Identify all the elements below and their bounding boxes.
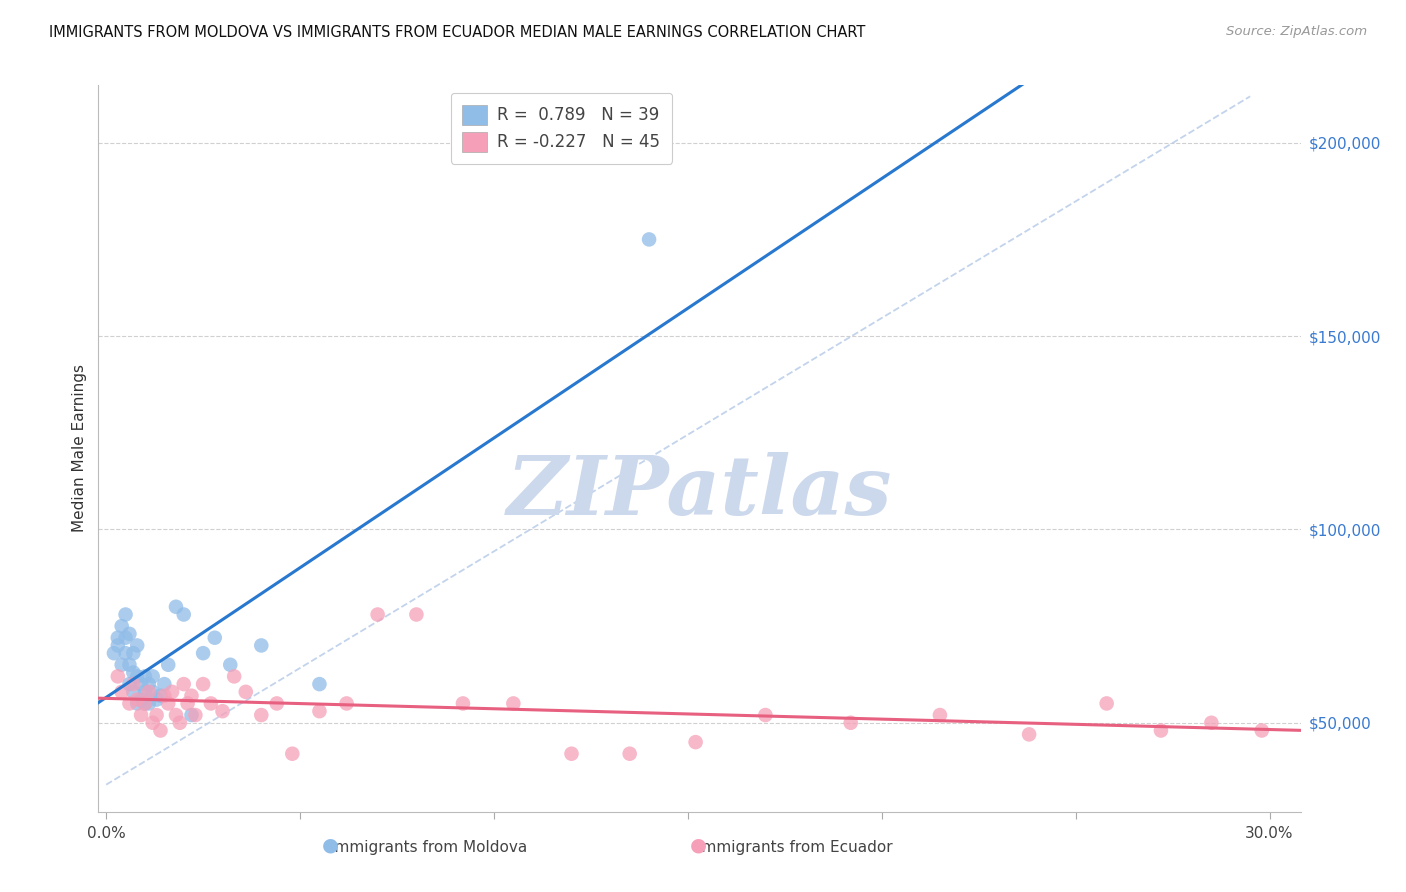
Point bbox=[405, 607, 427, 622]
Point bbox=[219, 657, 242, 672]
Point bbox=[138, 677, 160, 691]
Point bbox=[165, 599, 187, 614]
Point bbox=[754, 708, 776, 723]
Point bbox=[149, 689, 172, 703]
Point bbox=[142, 669, 165, 683]
Point bbox=[114, 607, 136, 622]
Text: IMMIGRANTS FROM MOLDOVA VS IMMIGRANTS FROM ECUADOR MEDIAN MALE EARNINGS CORRELAT: IMMIGRANTS FROM MOLDOVA VS IMMIGRANTS FR… bbox=[49, 25, 866, 40]
Point bbox=[336, 697, 359, 711]
Point bbox=[149, 723, 172, 738]
Point bbox=[1018, 727, 1040, 741]
Point bbox=[134, 685, 156, 699]
Point bbox=[107, 639, 129, 653]
Point bbox=[111, 657, 134, 672]
Point bbox=[127, 692, 149, 706]
Point bbox=[173, 607, 195, 622]
Point bbox=[308, 677, 330, 691]
Point bbox=[122, 685, 145, 699]
Point bbox=[619, 747, 641, 761]
Y-axis label: Median Male Earnings: Median Male Earnings bbox=[72, 364, 87, 533]
Point bbox=[153, 677, 176, 691]
Point bbox=[118, 677, 141, 691]
Point bbox=[142, 715, 165, 730]
Point bbox=[191, 646, 214, 660]
Text: Immigrants from Moldova: Immigrants from Moldova bbox=[330, 839, 527, 855]
Point bbox=[129, 692, 152, 706]
Point bbox=[560, 747, 582, 761]
Point bbox=[153, 689, 176, 703]
Point bbox=[134, 669, 156, 683]
Point bbox=[103, 646, 125, 660]
Point bbox=[367, 607, 389, 622]
Point bbox=[127, 697, 149, 711]
Point bbox=[176, 697, 198, 711]
Text: Source: ZipAtlas.com: Source: ZipAtlas.com bbox=[1226, 25, 1367, 38]
Point bbox=[114, 646, 136, 660]
Point bbox=[211, 704, 233, 718]
Point bbox=[129, 677, 152, 691]
Point bbox=[142, 685, 165, 699]
Point bbox=[165, 708, 187, 723]
Text: ●: ● bbox=[322, 836, 339, 855]
Point bbox=[111, 685, 134, 699]
Point bbox=[134, 697, 156, 711]
Point bbox=[1201, 715, 1223, 730]
Point bbox=[129, 708, 152, 723]
Point bbox=[114, 631, 136, 645]
Point bbox=[160, 685, 183, 699]
Point bbox=[138, 685, 160, 699]
Legend: R =  0.789   N = 39, R = -0.227   N = 45: R = 0.789 N = 39, R = -0.227 N = 45 bbox=[450, 93, 672, 164]
Text: ●: ● bbox=[690, 836, 707, 855]
Point bbox=[1250, 723, 1272, 738]
Point bbox=[118, 657, 141, 672]
Point bbox=[200, 697, 222, 711]
Point bbox=[127, 669, 149, 683]
Point bbox=[685, 735, 707, 749]
Point bbox=[145, 708, 167, 723]
Point bbox=[235, 685, 257, 699]
Point bbox=[1150, 723, 1173, 738]
Point bbox=[184, 708, 207, 723]
Point bbox=[451, 697, 474, 711]
Point bbox=[180, 689, 202, 703]
Point bbox=[928, 708, 950, 723]
Point bbox=[839, 715, 862, 730]
Point bbox=[107, 669, 129, 683]
Point bbox=[250, 639, 273, 653]
Point bbox=[157, 697, 180, 711]
Point bbox=[118, 627, 141, 641]
Point bbox=[138, 697, 160, 711]
Point bbox=[204, 631, 226, 645]
Point bbox=[169, 715, 191, 730]
Point bbox=[118, 697, 141, 711]
Point bbox=[250, 708, 273, 723]
Point bbox=[173, 677, 195, 691]
Point bbox=[281, 747, 304, 761]
Point bbox=[157, 657, 180, 672]
Point bbox=[224, 669, 246, 683]
Point bbox=[122, 677, 145, 691]
Point bbox=[145, 692, 167, 706]
Point bbox=[266, 697, 288, 711]
Point bbox=[122, 646, 145, 660]
Point bbox=[127, 639, 149, 653]
Point bbox=[308, 704, 330, 718]
Point bbox=[502, 697, 524, 711]
Point bbox=[638, 232, 661, 246]
Point bbox=[107, 631, 129, 645]
Point bbox=[134, 697, 156, 711]
Point bbox=[111, 619, 134, 633]
Text: ZIPatlas: ZIPatlas bbox=[506, 452, 893, 532]
Point bbox=[180, 708, 202, 723]
Point bbox=[1095, 697, 1118, 711]
Point bbox=[191, 677, 214, 691]
Point bbox=[122, 665, 145, 680]
Text: Immigrants from Ecuador: Immigrants from Ecuador bbox=[696, 839, 893, 855]
